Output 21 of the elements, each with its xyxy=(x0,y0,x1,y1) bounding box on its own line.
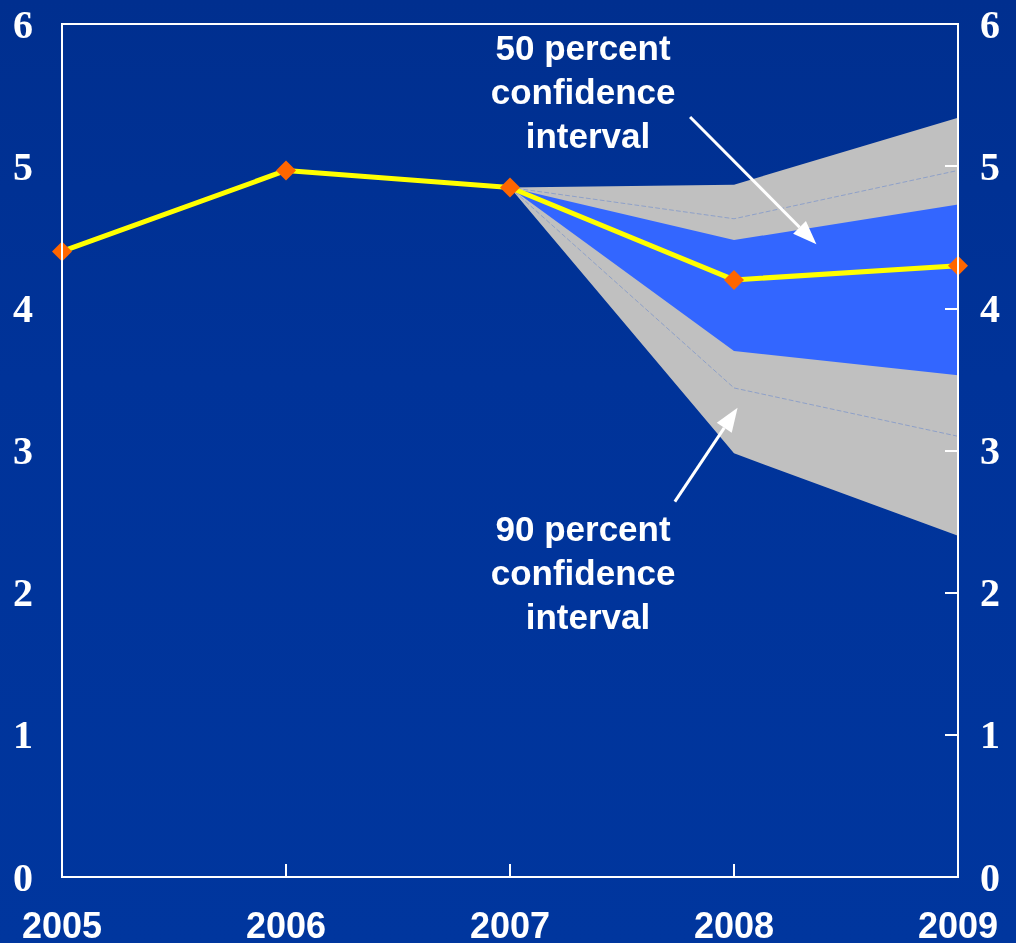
x-tick-label: 2007 xyxy=(469,904,551,943)
annotation: 90 percent confidence interval xyxy=(490,508,686,636)
y-tick-label: 1 xyxy=(13,712,33,758)
x-tick-label: 2008 xyxy=(693,904,775,943)
y2-tick-label: 3 xyxy=(980,428,1000,473)
y-tick-label: 2 xyxy=(13,570,33,616)
x-tick-label: 2009 xyxy=(917,904,999,943)
y-tick-label: 4 xyxy=(13,285,33,331)
y2-tick-label: 1 xyxy=(980,712,1000,758)
y-tick-label: 5 xyxy=(13,143,33,189)
annotation: 50 percent confidence interval xyxy=(490,27,686,155)
y2-tick-label: 0 xyxy=(980,854,1000,900)
y2-tick-label: 4 xyxy=(980,285,1000,331)
y-tick-label: 6 xyxy=(13,1,33,47)
y2-tick-label: 2 xyxy=(980,570,1000,616)
y-tick-label: 3 xyxy=(13,428,33,473)
x-tick-label: 2005 xyxy=(21,904,103,943)
y2-tick-label: 5 xyxy=(980,143,1000,189)
y2-tick-label: 6 xyxy=(980,1,1000,47)
x-tick-label: 2006 xyxy=(245,904,327,943)
y-tick-label: 0 xyxy=(13,854,33,900)
